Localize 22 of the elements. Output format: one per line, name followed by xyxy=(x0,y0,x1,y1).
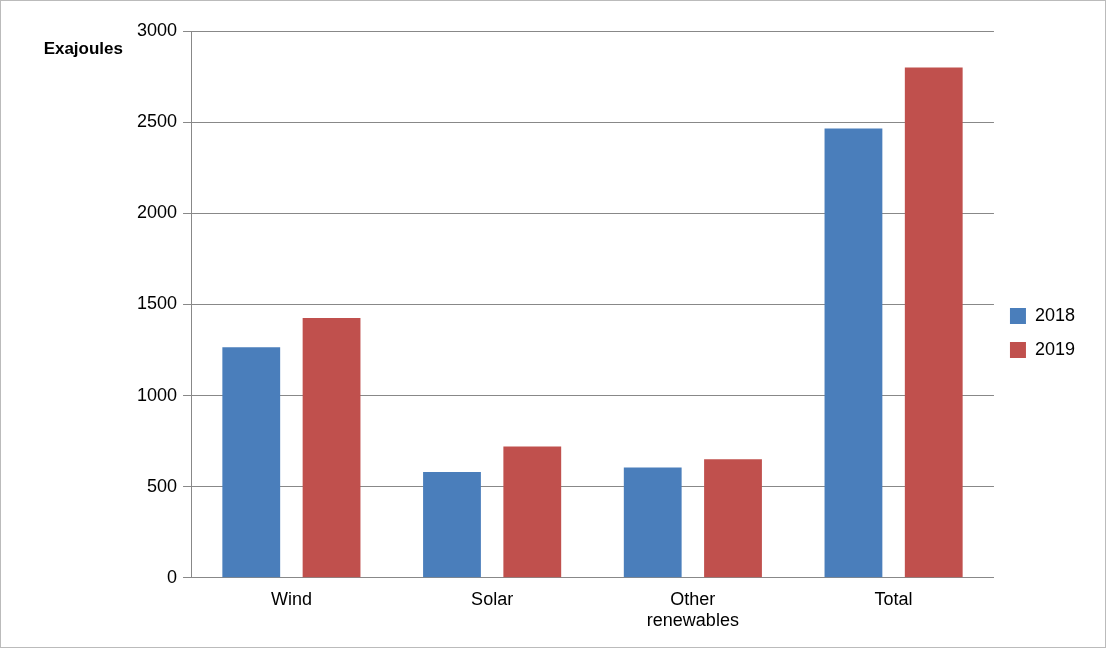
bar xyxy=(423,472,481,578)
x-tick-label: Solar xyxy=(471,588,514,609)
bar xyxy=(222,347,281,578)
bar xyxy=(704,459,762,578)
legend-label: 2019 xyxy=(1034,338,1075,359)
x-tick-label: Wind xyxy=(270,588,312,609)
bar xyxy=(503,446,562,578)
legend-label: 2018 xyxy=(1034,304,1075,325)
bar xyxy=(824,128,883,578)
x-tick-label: Total xyxy=(874,588,913,609)
y-tick-label: 0 xyxy=(167,566,178,587)
y-tick-label: 1000 xyxy=(137,384,178,405)
y-tick-label: 3000 xyxy=(137,19,178,40)
y-tick-label: 500 xyxy=(147,475,178,496)
y-axis-title: Exajoules xyxy=(43,38,123,58)
bar xyxy=(623,467,682,578)
x-tick-label: Other renewables xyxy=(646,588,739,631)
y-tick-label: 2000 xyxy=(137,202,178,223)
bar xyxy=(904,67,963,578)
bar xyxy=(302,318,361,578)
y-tick-label: 1500 xyxy=(137,293,178,314)
y-tick-label: 2500 xyxy=(137,111,178,132)
